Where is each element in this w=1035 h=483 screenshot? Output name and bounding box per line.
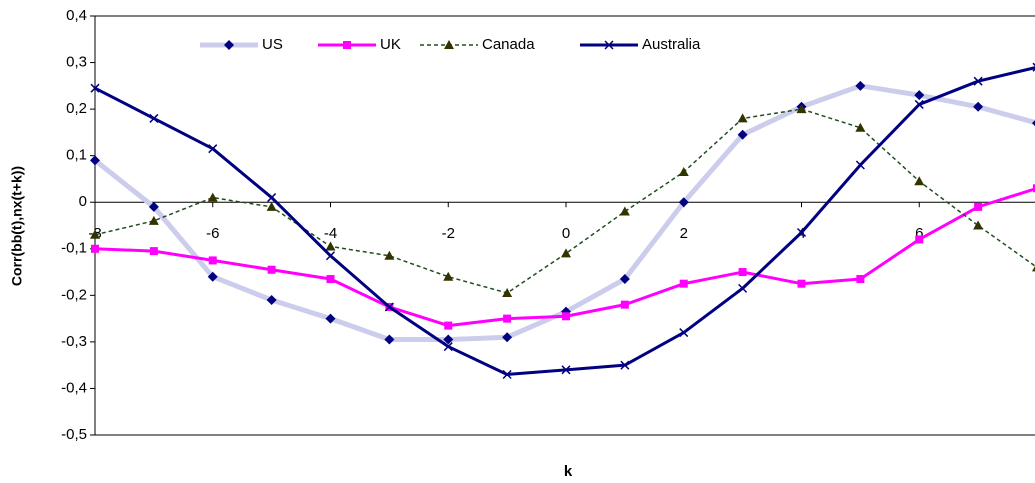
series-line — [94, 66, 1035, 376]
marker — [1032, 265, 1035, 272]
legend-marker — [604, 40, 614, 50]
marker — [737, 113, 748, 123]
marker — [503, 314, 512, 323]
x-tick-label: -6 — [206, 225, 219, 242]
y-tick-label: 0,3 — [66, 54, 87, 71]
marker — [267, 265, 276, 274]
marker — [502, 332, 513, 343]
marker — [620, 300, 629, 309]
marker — [1033, 184, 1035, 193]
y-tick-label: 0,1 — [66, 147, 87, 164]
marker — [738, 268, 747, 277]
marker — [855, 122, 866, 132]
marker — [973, 76, 983, 86]
marker — [444, 321, 453, 330]
marker — [1032, 120, 1035, 127]
y-tick-label: -0,3 — [61, 333, 87, 350]
marker — [855, 160, 865, 170]
marker — [266, 201, 277, 211]
marker — [91, 244, 99, 253]
marker — [855, 80, 866, 91]
marker — [973, 101, 984, 112]
marker — [325, 313, 336, 324]
marker — [678, 197, 689, 208]
x-tick-label: 0 — [562, 225, 570, 242]
marker — [208, 256, 217, 265]
y-tick-label: 0 — [79, 193, 87, 210]
marker — [679, 279, 688, 288]
marker — [737, 129, 748, 140]
marker — [267, 193, 277, 203]
marker — [325, 241, 336, 251]
legend-label: US — [262, 36, 283, 53]
legend-marker — [444, 40, 454, 49]
marker — [325, 251, 336, 261]
marker — [738, 283, 748, 293]
marker — [914, 176, 925, 186]
legend-label: Australia — [642, 36, 701, 53]
marker — [149, 113, 159, 123]
y-tick-label: -0,1 — [61, 240, 87, 257]
y-tick-label: -0,2 — [61, 286, 87, 303]
x-tick-label: 6 — [915, 225, 923, 242]
marker — [502, 288, 513, 298]
marker — [678, 166, 689, 176]
marker — [502, 369, 512, 380]
marker — [856, 275, 865, 284]
marker — [974, 202, 983, 211]
legend-marker — [224, 40, 234, 50]
marker — [914, 99, 924, 109]
marker — [679, 328, 689, 338]
marker — [90, 83, 100, 93]
marker — [561, 365, 571, 375]
y-tick-label: 0,4 — [66, 7, 87, 24]
marker — [561, 248, 571, 258]
marker — [443, 342, 453, 352]
y-axis-label: Corr(bb(t),nx(t+k)) — [9, 166, 25, 286]
marker — [148, 201, 159, 212]
marker — [148, 215, 159, 225]
marker — [266, 294, 277, 305]
marker — [384, 302, 394, 312]
marker — [384, 250, 395, 260]
marker — [619, 274, 630, 285]
y-tick-label: 0,2 — [66, 100, 87, 117]
marker — [973, 220, 984, 230]
marker — [562, 312, 570, 321]
marker — [149, 247, 158, 256]
marker — [90, 229, 100, 239]
marker — [443, 334, 454, 345]
legend-label: Canada — [482, 36, 535, 53]
marker — [207, 192, 218, 202]
marker — [619, 206, 630, 216]
y-tick-label: -0,4 — [61, 379, 87, 396]
plot-frame — [94, 15, 1035, 436]
x-axis-label: k — [564, 463, 573, 480]
series-line — [94, 108, 1035, 294]
marker — [90, 155, 100, 166]
marker — [796, 227, 807, 238]
marker — [384, 334, 395, 345]
legend-marker — [343, 41, 351, 49]
marker — [1032, 62, 1035, 72]
marker — [326, 275, 335, 284]
marker — [208, 144, 218, 154]
marker — [443, 271, 454, 281]
x-tick-label: -2 — [442, 225, 455, 242]
marker — [620, 360, 630, 370]
marker — [914, 90, 925, 101]
legend-label: UK — [380, 36, 401, 53]
series-line — [93, 83, 1035, 343]
marker — [796, 104, 807, 114]
marker — [207, 271, 218, 282]
y-tick-label: -0,5 — [61, 426, 87, 443]
marker — [915, 235, 924, 244]
marker — [797, 279, 806, 288]
x-tick-label: -4 — [324, 225, 337, 242]
x-tick-label: 2 — [680, 225, 688, 242]
